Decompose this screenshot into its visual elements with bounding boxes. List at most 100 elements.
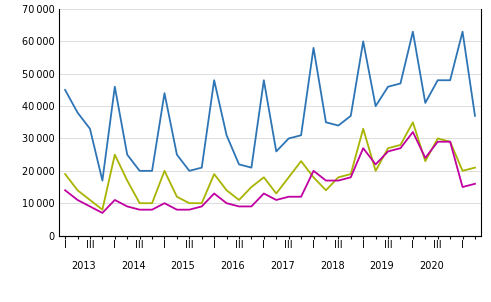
Hard-to-fill vacancies	[75, 198, 81, 202]
Job vacancies	[149, 169, 155, 173]
Hard-to-fill vacancies	[124, 205, 130, 208]
Job vacancies	[311, 46, 317, 50]
Job vacancies	[472, 114, 478, 118]
Hard-to-fill vacancies	[311, 169, 317, 173]
Job vacancies	[273, 149, 279, 153]
Unoccupied job vacancies	[162, 169, 167, 173]
Job vacancies	[248, 166, 254, 169]
Hard-to-fill vacancies	[460, 185, 465, 189]
Hard-to-fill vacancies	[286, 195, 292, 198]
Unoccupied job vacancies	[447, 140, 453, 143]
Unoccupied job vacancies	[373, 169, 379, 173]
Job vacancies	[422, 101, 428, 105]
Unoccupied job vacancies	[435, 137, 440, 140]
Hard-to-fill vacancies	[447, 140, 453, 143]
Job vacancies	[447, 79, 453, 82]
Job vacancies	[360, 40, 366, 43]
Hard-to-fill vacancies	[187, 208, 192, 211]
Hard-to-fill vacancies	[261, 192, 267, 195]
Job vacancies	[298, 133, 304, 137]
Unoccupied job vacancies	[261, 175, 267, 179]
Unoccupied job vacancies	[124, 179, 130, 182]
Unoccupied job vacancies	[360, 127, 366, 130]
Unoccupied job vacancies	[472, 166, 478, 169]
Hard-to-fill vacancies	[472, 182, 478, 186]
Unoccupied job vacancies	[62, 172, 68, 176]
Unoccupied job vacancies	[385, 146, 391, 150]
Unoccupied job vacancies	[100, 208, 106, 211]
Hard-to-fill vacancies	[323, 179, 329, 182]
Job vacancies	[87, 127, 93, 130]
Job vacancies	[398, 82, 404, 85]
Unoccupied job vacancies	[136, 201, 142, 205]
Hard-to-fill vacancies	[335, 179, 341, 182]
Unoccupied job vacancies	[187, 201, 192, 205]
Job vacancies	[435, 79, 440, 82]
Unoccupied job vacancies	[211, 172, 217, 176]
Text: 2019: 2019	[370, 261, 394, 271]
Unoccupied job vacancies	[248, 185, 254, 189]
Hard-to-fill vacancies	[398, 146, 404, 150]
Hard-to-fill vacancies	[410, 130, 416, 134]
Hard-to-fill vacancies	[223, 201, 229, 205]
Hard-to-fill vacancies	[162, 201, 167, 205]
Hard-to-fill vacancies	[149, 208, 155, 211]
Hard-to-fill vacancies	[211, 192, 217, 195]
Hard-to-fill vacancies	[422, 156, 428, 160]
Job vacancies	[100, 179, 106, 182]
Unoccupied job vacancies	[273, 192, 279, 195]
Hard-to-fill vacancies	[199, 205, 205, 208]
Unoccupied job vacancies	[422, 159, 428, 163]
Text: 2014: 2014	[121, 261, 146, 271]
Unoccupied job vacancies	[335, 175, 341, 179]
Hard-to-fill vacancies	[348, 175, 354, 179]
Hard-to-fill vacancies	[360, 146, 366, 150]
Job vacancies	[261, 79, 267, 82]
Unoccupied job vacancies	[311, 175, 317, 179]
Line: Hard-to-fill vacancies: Hard-to-fill vacancies	[65, 132, 475, 213]
Job vacancies	[136, 169, 142, 173]
Job vacancies	[286, 137, 292, 140]
Job vacancies	[335, 124, 341, 127]
Job vacancies	[199, 166, 205, 169]
Text: 2017: 2017	[270, 261, 295, 271]
Job vacancies	[223, 133, 229, 137]
Job vacancies	[373, 104, 379, 108]
Job vacancies	[385, 85, 391, 88]
Unoccupied job vacancies	[286, 175, 292, 179]
Unoccupied job vacancies	[199, 201, 205, 205]
Unoccupied job vacancies	[149, 201, 155, 205]
Unoccupied job vacancies	[398, 143, 404, 147]
Job vacancies	[187, 169, 192, 173]
Hard-to-fill vacancies	[435, 140, 440, 143]
Unoccupied job vacancies	[75, 188, 81, 192]
Text: 2020: 2020	[419, 261, 444, 271]
Text: 2013: 2013	[72, 261, 96, 271]
Job vacancies	[62, 88, 68, 92]
Hard-to-fill vacancies	[62, 188, 68, 192]
Unoccupied job vacancies	[236, 198, 242, 202]
Hard-to-fill vacancies	[136, 208, 142, 211]
Job vacancies	[236, 162, 242, 166]
Hard-to-fill vacancies	[174, 208, 180, 211]
Hard-to-fill vacancies	[100, 211, 106, 215]
Unoccupied job vacancies	[298, 159, 304, 163]
Unoccupied job vacancies	[410, 120, 416, 124]
Unoccupied job vacancies	[323, 188, 329, 192]
Job vacancies	[460, 30, 465, 34]
Unoccupied job vacancies	[112, 153, 118, 156]
Unoccupied job vacancies	[174, 195, 180, 198]
Job vacancies	[162, 92, 167, 95]
Text: 2016: 2016	[220, 261, 245, 271]
Unoccupied job vacancies	[460, 169, 465, 173]
Job vacancies	[211, 79, 217, 82]
Job vacancies	[323, 120, 329, 124]
Job vacancies	[410, 30, 416, 34]
Unoccupied job vacancies	[348, 172, 354, 176]
Hard-to-fill vacancies	[298, 195, 304, 198]
Text: 2015: 2015	[171, 261, 195, 271]
Hard-to-fill vacancies	[385, 149, 391, 153]
Hard-to-fill vacancies	[112, 198, 118, 202]
Line: Unoccupied job vacancies: Unoccupied job vacancies	[65, 122, 475, 210]
Job vacancies	[75, 111, 81, 114]
